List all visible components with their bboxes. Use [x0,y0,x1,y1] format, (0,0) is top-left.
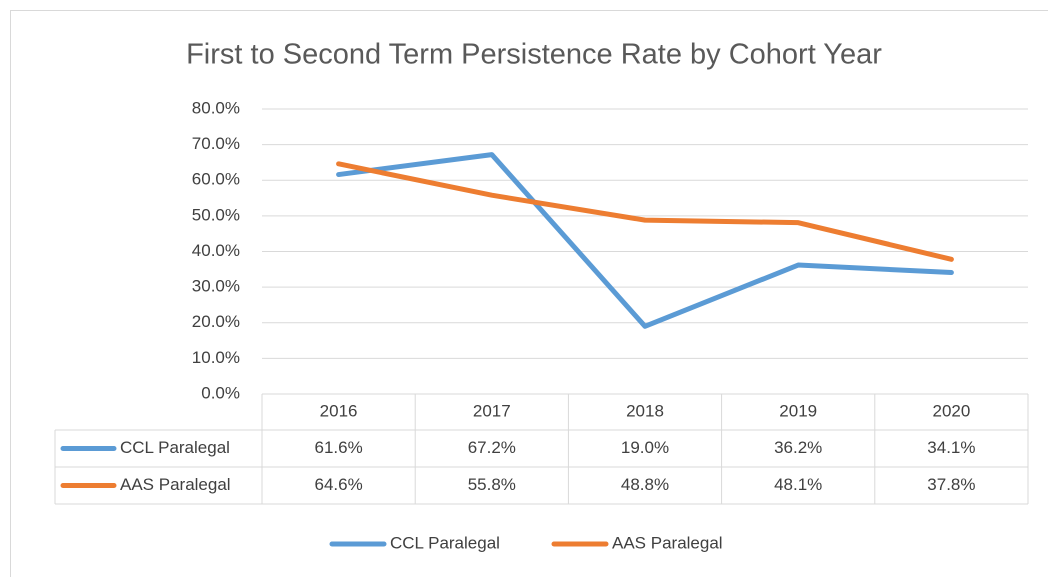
legend-label: AAS Paralegal [612,533,723,552]
data-label: 34.1% [927,438,975,457]
y-tick-label: 50.0% [192,205,240,224]
series-line [336,152,954,329]
data-label: 37.8% [927,475,975,494]
data-label: 61.6% [314,438,362,457]
chart-title: First to Second Term Persistence Rate by… [186,39,882,71]
y-tick-label: 80.0% [192,98,240,117]
data-label: 55.8% [468,475,516,494]
legend-label: CCL Paralegal [390,533,500,552]
table-row-label: AAS Paralegal [120,475,231,494]
data-label: 36.2% [774,438,822,457]
y-tick-label: 60.0% [192,170,240,189]
y-tick-label: 10.0% [192,348,240,367]
y-tick-label: 40.0% [192,241,240,260]
data-label: 19.0% [621,438,669,457]
x-tick-label: 2019 [779,401,817,420]
x-tick-label: 2017 [473,401,511,420]
y-tick-label: 0.0% [201,383,240,402]
y-tick-label: 20.0% [192,312,240,331]
series-line [336,161,954,262]
data-label: 64.6% [314,475,362,494]
data-label: 48.1% [774,475,822,494]
table-row-label: CCL Paralegal [120,438,230,457]
x-tick-label: 2020 [932,401,970,420]
x-tick-label: 2016 [320,401,358,420]
x-tick-label: 2018 [626,401,664,420]
y-tick-label: 70.0% [192,134,240,153]
data-label: 67.2% [468,438,516,457]
data-label: 48.8% [621,475,669,494]
y-tick-label: 30.0% [192,277,240,296]
